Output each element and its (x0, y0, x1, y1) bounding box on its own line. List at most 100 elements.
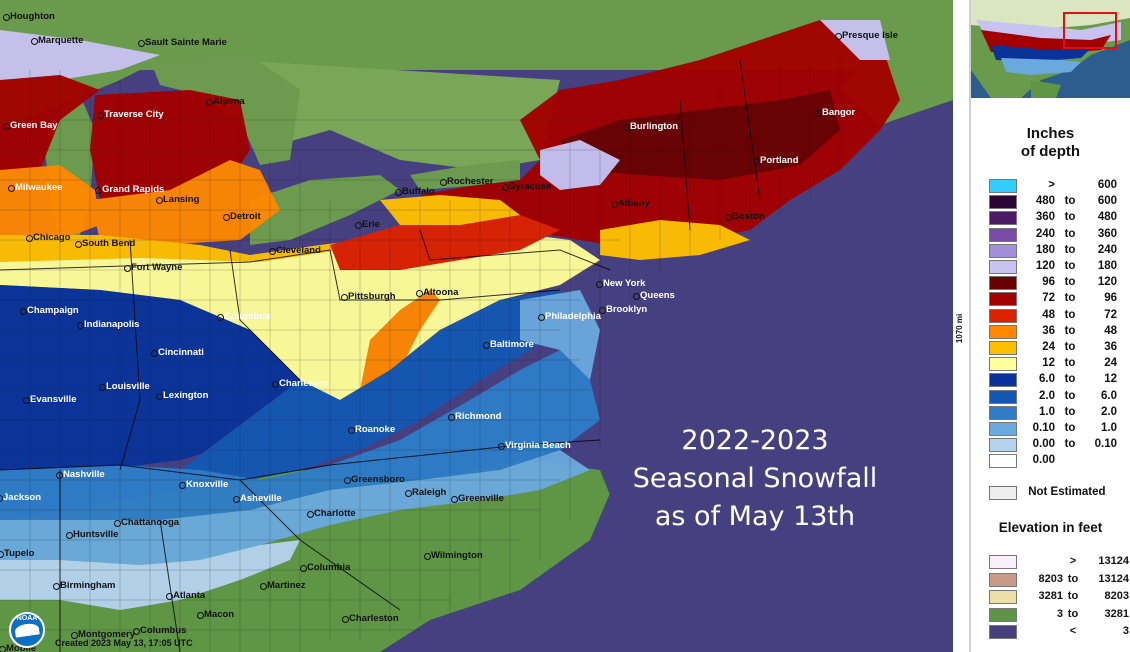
legend-swatch (989, 308, 1017, 323)
city-label: Baltimore (490, 339, 534, 350)
elevation-swatch (989, 590, 1017, 604)
panel-divider (969, 0, 971, 652)
elevation-swatch (989, 572, 1017, 587)
legend-low-value: 48 (1042, 308, 1055, 321)
city-label: Birmingham (60, 580, 116, 591)
legend-low-value: 12 (1042, 357, 1055, 370)
elevation-low: 8203 (1038, 572, 1063, 585)
legend-low-value: 1.0 (1039, 405, 1055, 418)
elevation-swatch (989, 555, 1017, 569)
city-label: Cleveland (276, 245, 321, 256)
legend-separator: to (1064, 422, 1076, 434)
map-title-overlay: 2022-2023 Seasonal Snowfall as of May 13… (600, 422, 910, 536)
city-marker (97, 112, 104, 119)
legend-high-value: 12 (1104, 373, 1117, 386)
city-label: Philadelphia (545, 311, 601, 322)
city-label: Martinez (267, 580, 306, 591)
credit-text: Created 2023 May 13, 17:05 UTC (55, 638, 193, 648)
city-label: Asheville (240, 493, 282, 504)
legend-separator: to (1064, 405, 1076, 418)
elevation-separator: < (1069, 625, 1077, 637)
city-label: Montgomery (78, 629, 135, 640)
legend-low-value: 180 (1035, 243, 1055, 256)
elevation-high: 13124 (1098, 572, 1129, 585)
city-marker (223, 214, 230, 221)
snowfall-map[interactable]: Houghton Marquette Sault Sainte Marie Presq… (0, 0, 953, 652)
legend-separator: to (1064, 292, 1076, 305)
city-label: Virginia Beach (505, 440, 571, 451)
noaa-logo-text: NOAA (16, 615, 38, 622)
city-marker (133, 628, 140, 635)
legend-low-value: 2.0 (1039, 389, 1055, 402)
city-label: Erie (362, 219, 380, 230)
elevation-high: 3 (1122, 625, 1129, 637)
city-label: Burlington (630, 121, 679, 132)
legend-separator: to (1064, 308, 1076, 321)
city-label: Boston (732, 211, 765, 222)
city-marker (483, 342, 490, 349)
elevation-separator: to (1067, 572, 1079, 585)
city-marker (451, 496, 458, 503)
legend-low-value: 0.00 (1032, 454, 1055, 467)
legend-swatch (989, 243, 1017, 258)
legend-separator: to (1064, 389, 1076, 402)
city-label: Tupelo (4, 548, 35, 559)
city-label: Atlanta (173, 590, 206, 601)
legend-high-value: 6.0 (1101, 389, 1117, 402)
elevation-separator: > (1069, 555, 1077, 567)
legend-low-value: 0.00 (1032, 438, 1055, 451)
city-label: Sault Sainte Marie (145, 37, 227, 48)
city-marker (233, 496, 240, 503)
legend-low-value: 360 (1035, 211, 1055, 224)
lake-ontario (410, 160, 520, 190)
legend-separator: to (1064, 438, 1076, 451)
city-marker (815, 110, 822, 117)
legend-high-value: 120 (1097, 276, 1117, 289)
city-label: Richmond (455, 411, 502, 422)
legend-swatch (989, 357, 1017, 372)
legend-separator: to (1064, 357, 1076, 370)
city-marker (166, 593, 173, 600)
city-label: Altoona (423, 287, 459, 298)
city-label: Grand Rapids (102, 184, 165, 195)
legend-panel: Inches of depth >600 480 to 600 360 to 480 240 t… (971, 98, 1130, 652)
city-label: Queens (640, 290, 675, 301)
atlantic-ocean (380, 100, 953, 652)
legend-high-value: 48 (1104, 324, 1117, 337)
city-label: Huntsville (73, 529, 119, 540)
city-label: Brooklyn (606, 304, 648, 315)
legend-low-value: 96 (1042, 276, 1055, 289)
city-label: Charleston (349, 613, 399, 624)
elevation-separator: to (1067, 607, 1079, 620)
legend-high-value: 600 (1097, 195, 1117, 208)
city-label: Fort Wayne (131, 262, 183, 273)
legend-low-value: 480 (1035, 195, 1055, 208)
legend-high-value: 1.0 (1101, 422, 1117, 434)
city-marker (599, 307, 606, 314)
legend-high-value: 96 (1104, 292, 1117, 305)
city-marker (0, 551, 4, 558)
city-marker (633, 293, 640, 300)
city-label: Greensboro (351, 474, 405, 485)
city-label: Presque Isle (842, 30, 898, 41)
city-marker (753, 158, 760, 165)
city-marker (66, 532, 73, 539)
city-label: Chicago (33, 232, 71, 243)
city-label: Chattanooga (121, 517, 180, 528)
legend-high-value: 600 (1097, 179, 1117, 191)
city-marker (307, 511, 314, 518)
city-label: Roanoke (355, 424, 396, 435)
city-marker (502, 184, 509, 191)
city-marker (272, 381, 279, 388)
city-marker (77, 322, 84, 329)
city-marker (114, 520, 121, 527)
not-estimated-swatch (989, 486, 1017, 500)
legend-high-value: 2.0 (1101, 405, 1117, 418)
city-label: Columbia (307, 562, 351, 573)
city-label: Bangor (822, 107, 856, 118)
city-label: Greenville (458, 493, 504, 504)
legend-low-value: 120 (1035, 260, 1055, 272)
overview-inset-map[interactable] (971, 0, 1130, 98)
legend-low-value: > (1048, 179, 1055, 191)
elevation-title: Elevation in feet (998, 520, 1103, 535)
